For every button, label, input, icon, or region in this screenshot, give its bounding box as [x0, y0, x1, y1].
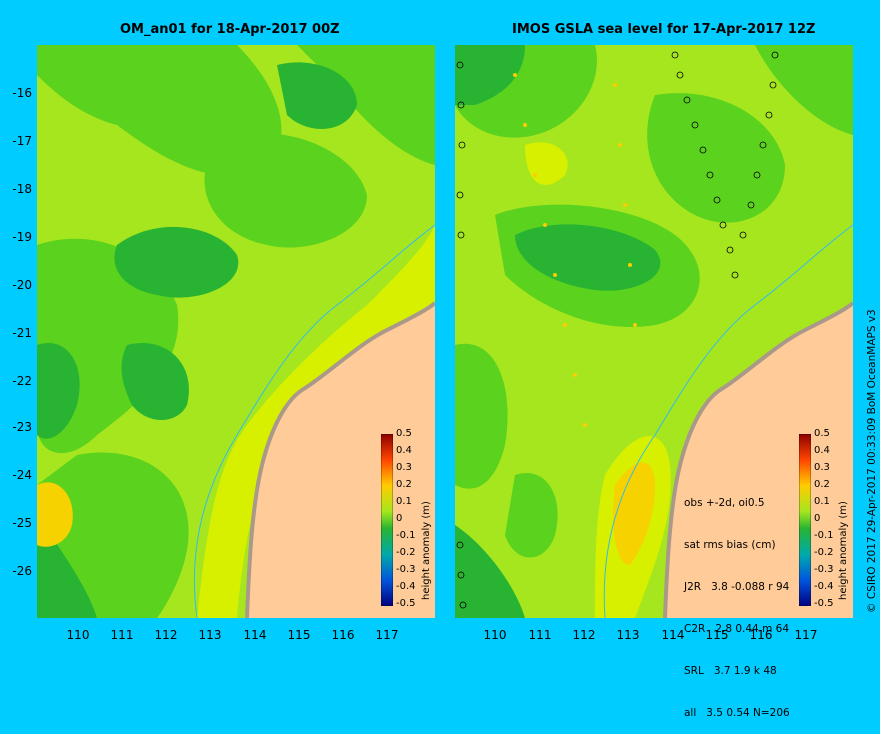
colorbar-label: -0.5: [814, 598, 834, 609]
colorbar-gradient: [381, 434, 393, 606]
colorbar-label: 0.2: [396, 479, 412, 490]
x-tick: 115: [287, 628, 311, 642]
y-tick: -25: [12, 516, 32, 530]
right-map-panel: [455, 45, 853, 618]
colorbar-gradient: [799, 434, 811, 606]
left-map-panel: [37, 45, 435, 618]
x-tick: 117: [375, 628, 399, 642]
colorbar-label: 0: [814, 513, 821, 524]
colorbar-label: -0.1: [814, 530, 834, 541]
colorbar-label: 0.3: [396, 462, 412, 473]
y-tick: -20: [12, 278, 32, 292]
x-tick: 115: [705, 628, 729, 642]
x-tick: 111: [110, 628, 134, 642]
colorbar-label: -0.1: [396, 530, 416, 541]
colorbar-label: 0.4: [396, 445, 412, 456]
stats-row: SRL 3.7 1.9 k 48: [684, 665, 777, 677]
colorbar-label: 0.5: [814, 428, 830, 439]
colorbar-title: height anomaly (m): [421, 501, 432, 600]
colorbar-label: 0.2: [814, 479, 830, 490]
x-tick: 113: [616, 628, 640, 642]
stats-box: obs +-2d, oi0.5 sat rms bias (cm) J2R 3.…: [684, 468, 790, 734]
y-tick: -16: [12, 86, 32, 100]
colorbar-label: -0.4: [814, 581, 834, 592]
y-tick: -17: [12, 134, 32, 148]
colorbar-label: -0.2: [396, 547, 416, 558]
stats-row: C2R 2.8 0.44 m 64: [684, 623, 789, 635]
x-tick: 110: [66, 628, 90, 642]
colorbar-label: 0.3: [814, 462, 830, 473]
y-tick: -22: [12, 374, 32, 388]
x-tick: 112: [572, 628, 596, 642]
colorbar-label: -0.4: [396, 581, 416, 592]
credit-text: © CSIRO 2017 29-Apr-2017 00:33:09 BoM Oc…: [866, 309, 878, 613]
left-map-svg: [37, 45, 435, 618]
colorbar-label: 0.1: [814, 496, 830, 507]
colorbar-label: 0.1: [396, 496, 412, 507]
x-tick: 114: [661, 628, 685, 642]
y-tick: -26: [12, 564, 32, 578]
colorbar-title: height anomaly (m): [838, 501, 849, 600]
x-tick: 116: [331, 628, 355, 642]
y-tick: -18: [12, 182, 32, 196]
colorbar-label: 0: [396, 513, 403, 524]
colorbar-label: -0.3: [396, 564, 416, 575]
x-tick: 116: [749, 628, 773, 642]
colorbar-label: 0.4: [814, 445, 830, 456]
right-map-svg: [455, 45, 853, 618]
colorbar-label: -0.2: [814, 547, 834, 558]
y-tick: -19: [12, 230, 32, 244]
x-tick: 113: [198, 628, 222, 642]
x-tick: 111: [528, 628, 552, 642]
stats-row: all 3.5 0.54 N=206: [684, 707, 790, 719]
stats-row: J2R 3.8 -0.088 r 94: [684, 581, 790, 593]
colorbar-label: -0.5: [396, 598, 416, 609]
colorbar-label: -0.3: [814, 564, 834, 575]
stats-header: obs +-2d, oi0.5: [684, 497, 765, 509]
y-tick: -23: [12, 420, 32, 434]
right-panel-title: IMOS GSLA sea level for 17-Apr-2017 12Z: [512, 22, 816, 37]
stats-subheader: sat rms bias (cm): [684, 539, 776, 551]
y-tick: -21: [12, 326, 32, 340]
y-tick: -24: [12, 468, 32, 482]
x-tick: 117: [794, 628, 818, 642]
x-tick: 110: [483, 628, 507, 642]
left-panel-title: OM_an01 for 18-Apr-2017 00Z: [120, 22, 340, 37]
x-tick: 114: [243, 628, 267, 642]
colorbar-label: 0.5: [396, 428, 412, 439]
x-tick: 112: [154, 628, 178, 642]
